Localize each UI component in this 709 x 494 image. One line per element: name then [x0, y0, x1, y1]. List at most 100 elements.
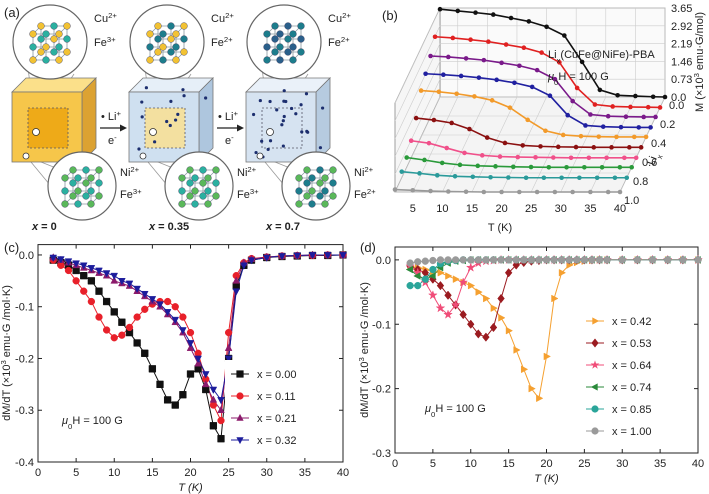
marker — [629, 165, 634, 170]
marker — [573, 256, 581, 264]
site-marker — [266, 128, 274, 136]
x-tick-label: 15 — [146, 467, 158, 479]
marker — [534, 67, 540, 73]
lattice-atom — [154, 22, 162, 30]
li-ion — [252, 112, 256, 117]
marker — [247, 257, 256, 265]
y-axis-title-pre: dM/dT (×10 — [359, 362, 371, 418]
marker — [504, 256, 513, 264]
x-tick-label: 25 — [578, 458, 590, 470]
arrow-label: e- — [108, 133, 117, 148]
y-axis-title-post: emu·G /mol·K) — [1, 285, 13, 360]
lattice-atom — [29, 43, 37, 51]
marker — [694, 256, 702, 264]
annotation-post: H = 100 G — [72, 415, 122, 427]
li-ion — [281, 144, 285, 148]
x-tick-label: 25 — [223, 467, 235, 479]
marker — [650, 94, 656, 100]
x-axis-title: T (K) — [178, 482, 203, 494]
marker — [444, 145, 450, 151]
marker — [474, 256, 482, 264]
lattice-atom — [180, 22, 188, 30]
marker — [535, 256, 543, 264]
marker — [503, 42, 509, 47]
li-ion — [137, 147, 141, 151]
li-ion — [266, 147, 270, 152]
series-line — [434, 35, 661, 109]
marker — [657, 105, 663, 110]
li-ion — [153, 140, 157, 144]
lattice-atom — [321, 200, 329, 208]
marker — [472, 94, 477, 99]
y-axis-title: dM/dT (×103 emu·G /mol·K) — [0, 285, 13, 421]
lattice-atom — [180, 48, 188, 56]
x-tick-label: 10 — [436, 203, 448, 215]
lattice-atom — [178, 187, 186, 195]
li-ion — [294, 112, 298, 116]
marker — [458, 277, 469, 287]
marker — [171, 316, 180, 325]
marker — [628, 104, 633, 110]
x-tick-label: 5 — [430, 458, 436, 470]
lattice-atom — [271, 22, 279, 30]
legend-label: x = 0.32 — [257, 435, 296, 447]
marker — [570, 189, 575, 195]
marker — [102, 270, 111, 278]
marker — [512, 80, 517, 86]
annotation: μ0H = 100 G — [61, 415, 123, 431]
annotation-sub: x — [557, 56, 561, 65]
marker — [140, 290, 149, 299]
lattice-atom — [191, 174, 199, 182]
marker — [422, 157, 427, 163]
marker — [520, 365, 529, 374]
lattice-atom — [180, 35, 188, 43]
site-marker — [149, 128, 157, 136]
marker — [486, 39, 491, 44]
ion: Cu — [94, 13, 108, 25]
marker — [544, 24, 549, 30]
marker — [499, 189, 504, 195]
marker — [49, 254, 58, 262]
lattice-atom — [146, 43, 154, 51]
marker — [463, 56, 469, 61]
arrow-label: • Li+ — [101, 109, 121, 124]
marker — [202, 375, 210, 383]
lattice-atom — [199, 192, 207, 200]
marker — [459, 256, 467, 264]
legend-marker — [591, 427, 599, 435]
lattice-atom — [87, 174, 95, 182]
lattice-atom — [284, 35, 292, 43]
lattice-atom — [178, 200, 186, 208]
z-axis-title: Lix — [645, 151, 664, 168]
marker — [510, 164, 516, 170]
arrow-text: • Li — [218, 111, 233, 123]
marker — [467, 126, 472, 132]
marker — [490, 304, 498, 312]
marker — [467, 256, 475, 264]
li-ion — [140, 115, 144, 119]
marker — [451, 256, 460, 264]
ion: Ni — [237, 167, 247, 179]
ion-charge: 2+ — [341, 35, 350, 44]
marker — [428, 188, 433, 194]
marker — [224, 355, 233, 363]
marker — [209, 395, 218, 403]
marker — [648, 125, 653, 130]
lattice-atom — [295, 200, 303, 208]
marker — [436, 256, 445, 264]
legend-marker — [591, 405, 599, 413]
marker — [653, 114, 658, 120]
marker — [583, 123, 588, 128]
ion: Cu — [328, 13, 342, 25]
marker — [614, 134, 619, 140]
marker — [482, 332, 490, 342]
ion-charge: 3+ — [133, 187, 142, 196]
marker — [467, 281, 476, 290]
li-ion — [281, 119, 285, 123]
x-tick-label: 10 — [108, 467, 120, 479]
li-ion — [299, 103, 303, 107]
marker — [467, 319, 475, 329]
li-ion — [282, 89, 286, 93]
y-axis-title-post: emu·G /mol·K) — [359, 282, 371, 357]
x-tick-label: 30 — [555, 203, 567, 215]
